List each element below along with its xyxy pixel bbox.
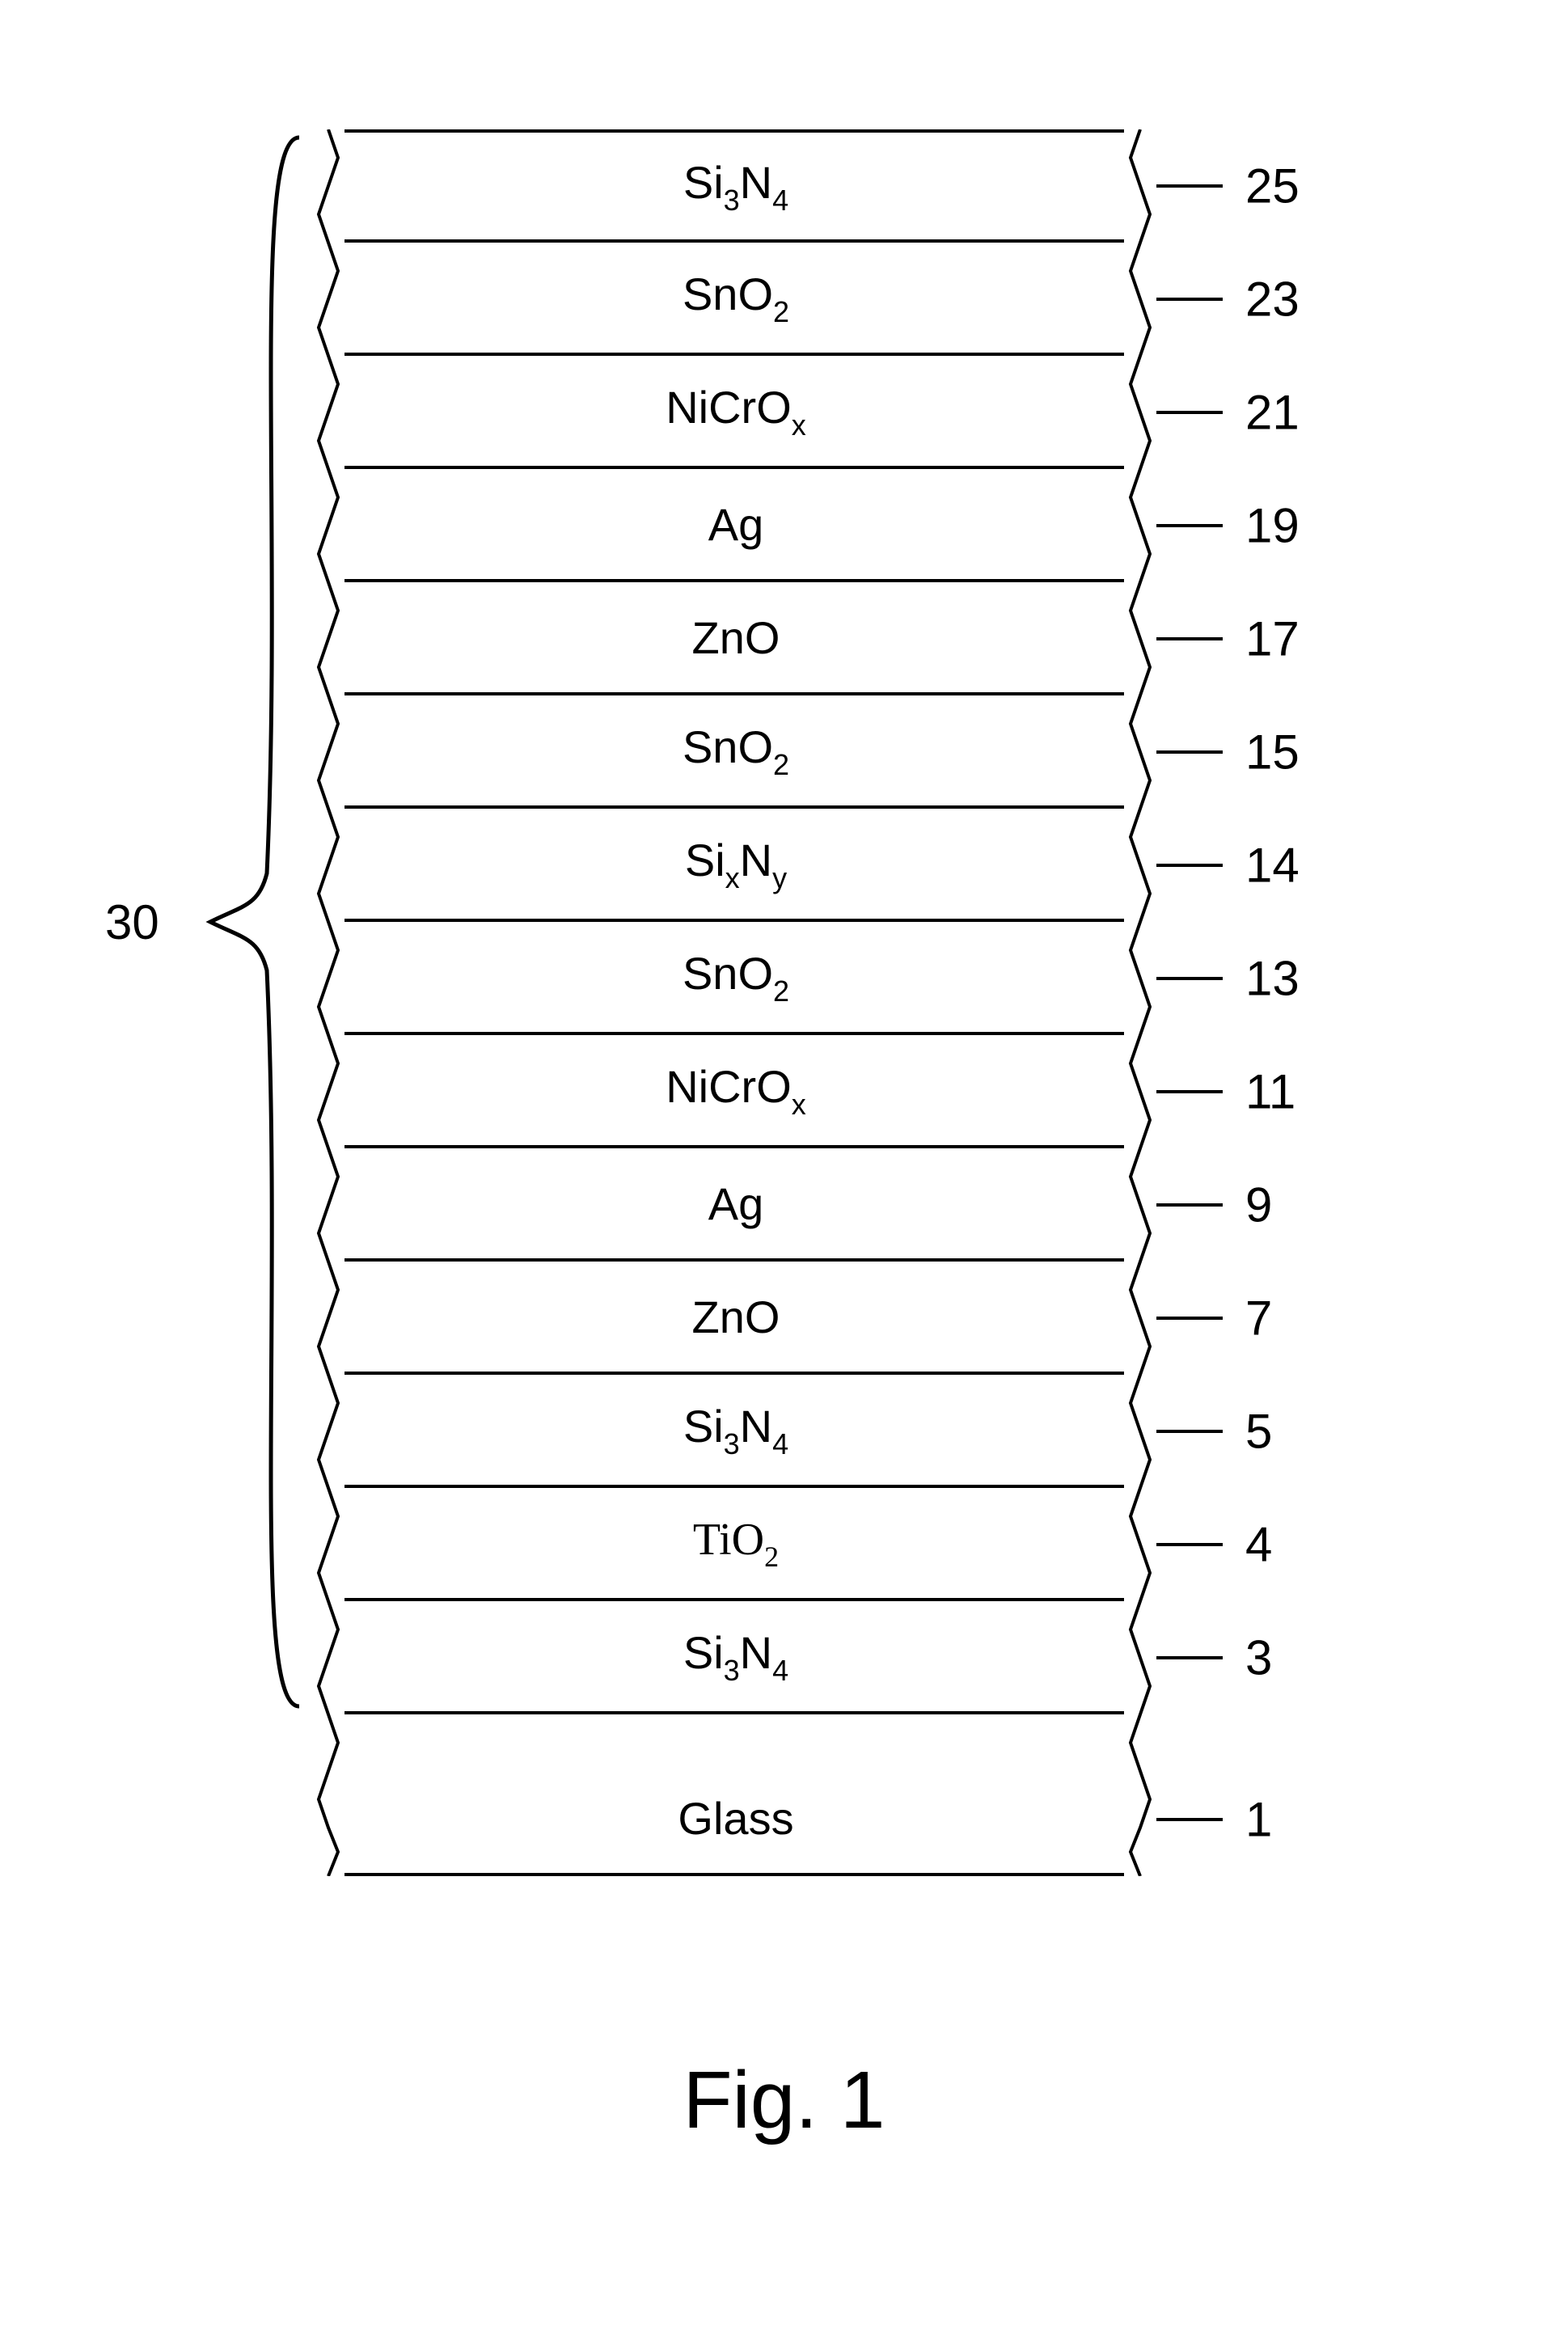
callout-leader xyxy=(1145,1203,1223,1207)
callout-leader xyxy=(1145,1090,1223,1093)
layer-formula: Si3N4 xyxy=(683,156,788,215)
layer-formula: Ag xyxy=(708,498,764,551)
callout-number: 14 xyxy=(1245,838,1300,894)
layer-row: NiCrOx 11 xyxy=(162,1035,1406,1148)
callout-leader xyxy=(1145,411,1223,414)
layer-box: ZnO xyxy=(315,582,1156,695)
callout-number: 4 xyxy=(1245,1517,1272,1573)
callout-number: 17 xyxy=(1245,611,1300,667)
layer-formula: Si3N4 xyxy=(683,1626,788,1685)
layer-formula: SnO2 xyxy=(683,268,789,327)
callout-number: 19 xyxy=(1245,498,1300,554)
callout-number: 21 xyxy=(1245,385,1300,441)
layer-box: SnO2 xyxy=(315,695,1156,809)
callout-number: 23 xyxy=(1245,272,1300,328)
layer-row: Si3N4 3 xyxy=(162,1601,1406,1714)
callout-number: 9 xyxy=(1245,1177,1272,1233)
layer-formula: SnO2 xyxy=(683,947,789,1006)
layer-row: SnO2 15 xyxy=(162,695,1406,809)
callout-number: 3 xyxy=(1245,1630,1272,1686)
layer-formula: TiO2 xyxy=(693,1514,779,1571)
layer-row: Glass 1 xyxy=(162,1763,1406,1876)
callout-leader xyxy=(1145,524,1223,527)
layer-box: SnO2 xyxy=(315,243,1156,356)
layer-box: SnO2 xyxy=(315,922,1156,1035)
layer-row: Ag 9 xyxy=(162,1148,1406,1262)
layer-box: SixNy xyxy=(315,809,1156,922)
callout-leader xyxy=(1145,1317,1223,1320)
callout-leader xyxy=(1145,1430,1223,1433)
figure-caption: Fig. 1 xyxy=(0,2054,1568,2147)
layer-box: Si3N4 xyxy=(315,1375,1156,1488)
layer-box: Si3N4 xyxy=(315,129,1156,243)
layer-formula: SnO2 xyxy=(683,721,789,780)
layer-formula: Si3N4 xyxy=(683,1400,788,1459)
stack-brace xyxy=(186,129,315,1714)
stack-brace-label: 30 xyxy=(105,894,159,950)
layer-box: Ag xyxy=(315,469,1156,582)
callout-number: 11 xyxy=(1245,1064,1295,1120)
layer-formula: Glass xyxy=(678,1792,793,1845)
callout-leader xyxy=(1145,184,1223,188)
layer-row: Si3N4 5 xyxy=(162,1375,1406,1488)
layer-row: TiO2 4 xyxy=(162,1488,1406,1601)
layer-row: Ag 19 xyxy=(162,469,1406,582)
layer-gap xyxy=(162,1714,1406,1763)
callout-leader xyxy=(1145,864,1223,867)
callout-leader xyxy=(1145,298,1223,301)
layer-box: ZnO xyxy=(315,1262,1156,1375)
layer-box: Glass xyxy=(315,1763,1156,1876)
layer-row: NiCrOx 21 xyxy=(162,356,1406,469)
callout-leader xyxy=(1145,1656,1223,1659)
figure-1: Si3N425SnO223NiCrOx21Ag19ZnO17SnO215SixN… xyxy=(162,129,1406,1876)
layer-formula: NiCrOx xyxy=(666,1060,806,1119)
callout-number: 1 xyxy=(1245,1792,1272,1848)
layer-box: NiCrOx xyxy=(315,356,1156,469)
callout-number: 7 xyxy=(1245,1291,1272,1346)
layer-row: ZnO 7 xyxy=(162,1262,1406,1375)
callout-leader xyxy=(1145,750,1223,754)
layer-row: SixNy 14 xyxy=(162,809,1406,922)
callout-leader xyxy=(1145,977,1223,980)
layer-stack: Si3N425SnO223NiCrOx21Ag19ZnO17SnO215SixN… xyxy=(162,129,1406,1876)
layer-row: SnO2 13 xyxy=(162,922,1406,1035)
callout-number: 15 xyxy=(1245,725,1300,780)
callout-number: 25 xyxy=(1245,159,1300,214)
layer-formula: ZnO xyxy=(692,611,780,664)
layer-formula: Ag xyxy=(708,1177,764,1230)
layer-row: ZnO 17 xyxy=(162,582,1406,695)
layer-box: Si3N4 xyxy=(315,1601,1156,1714)
callout-number: 5 xyxy=(1245,1404,1272,1460)
layer-box: Ag xyxy=(315,1148,1156,1262)
callout-leader xyxy=(1145,1818,1223,1821)
layer-row: SnO2 23 xyxy=(162,243,1406,356)
layer-row: Si3N4 25 xyxy=(162,129,1406,243)
callout-leader xyxy=(1145,1543,1223,1546)
callout-number: 13 xyxy=(1245,951,1300,1007)
layer-formula: ZnO xyxy=(692,1291,780,1343)
layer-formula: SixNy xyxy=(685,834,787,893)
layer-formula: NiCrOx xyxy=(666,381,806,440)
layer-box: TiO2 xyxy=(315,1488,1156,1601)
callout-leader xyxy=(1145,637,1223,640)
layer-box: NiCrOx xyxy=(315,1035,1156,1148)
